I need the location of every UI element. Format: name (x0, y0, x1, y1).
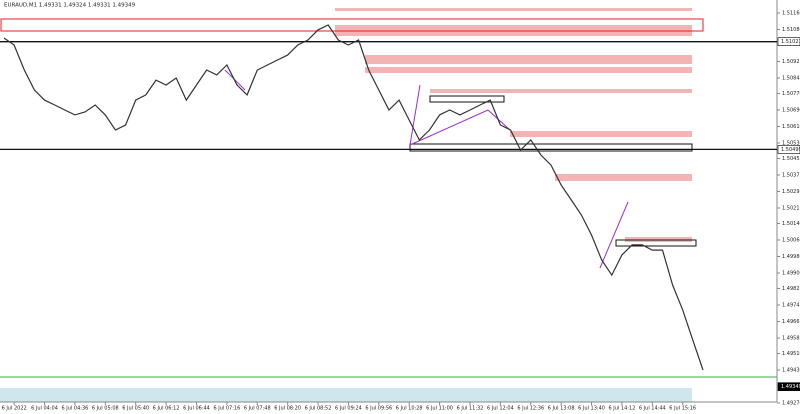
chart-title: EURAUD,M1 1.49331 1.49324 1.49331 1.4934… (4, 3, 136, 9)
y-tick-label: 1.50375 (782, 172, 800, 178)
x-tick-label: 6 Jul 05:08 (92, 406, 119, 412)
x-tick-label: 6 Jul 11:32 (457, 406, 484, 412)
trend-line (409, 84, 421, 146)
zone (0, 388, 692, 402)
x-tick-label: 6 Jul 10:28 (396, 406, 423, 412)
x-tick-label: 6 Jul 08:20 (274, 406, 301, 412)
y-tick-label: 1.49510 (782, 351, 800, 357)
box (615, 239, 697, 247)
price-line (3, 24, 704, 371)
x-tick-label: 6 Jul 08:52 (305, 406, 332, 412)
x-tick-label: 6 Jul 07:48 (244, 406, 271, 412)
y-tick-label: 1.51080 (782, 27, 800, 33)
y-tick-label: 1.50060 (782, 237, 800, 243)
boxes (409, 95, 697, 247)
x-tick-label: 6 Jul 09:56 (365, 406, 392, 412)
x-tick-label: 6 Jul 09:24 (335, 406, 362, 412)
trend-line (599, 201, 629, 269)
y-tick-label: 1.49745 (782, 302, 800, 308)
x-tick-label: 6 Jul 14:44 (639, 406, 666, 412)
price-tag (777, 37, 800, 46)
zone (430, 89, 692, 93)
y-tick-label: 1.50140 (782, 221, 800, 227)
x-tick-label: 6 Jul 13:40 (578, 406, 605, 412)
x-tick-label: 6 Jul 15:16 (669, 406, 696, 412)
y-tick-label: 1.50770 (782, 91, 800, 97)
x-tick-label: 6 Jul 05:40 (122, 406, 149, 412)
y-tick-label: 1.49430 (782, 367, 800, 373)
price-tag-label: 1.49349 (781, 384, 800, 390)
x-tick-label: 6 Jul 06:12 (153, 406, 180, 412)
zone (365, 55, 692, 64)
y-tick-label: 1.50530 (782, 141, 800, 147)
zone (335, 8, 692, 11)
x-tick-label: 6 Jul 07:16 (213, 406, 240, 412)
y-tick-label: 1.49270 (782, 401, 800, 407)
x-tick-label: 6 Jul 04:04 (31, 406, 58, 412)
x-tick-label: 6 Jul 14:12 (609, 406, 636, 412)
x-tick-label: 6 Jul 06:44 (183, 406, 210, 412)
price-tag (777, 382, 800, 391)
y-tick-label: 1.49980 (782, 254, 800, 260)
price-tag-label: 1.50499 (781, 147, 800, 153)
x-tick-label: 6 Jul 12:04 (487, 406, 514, 412)
y-tick-label: 1.49585 (782, 336, 800, 342)
x-tick-label: 6 Jul 2022 (2, 406, 27, 412)
y-tick-label: 1.49900 (782, 271, 800, 277)
y-tick-label: 1.49825 (782, 286, 800, 292)
zone (365, 67, 692, 73)
x-tick-label: 6 Jul 12:36 (517, 406, 544, 412)
x-tick-label: 6 Jul 04:36 (62, 406, 89, 412)
y-tick-label: 1.50845 (782, 76, 800, 82)
price-tag-label: 1.51021 (781, 39, 800, 45)
price-tag (777, 145, 800, 154)
x-tick-label: 6 Jul 13:08 (548, 406, 575, 412)
zone (510, 131, 692, 137)
y-tick-label: 1.50925 (782, 59, 800, 65)
x-tick-label: 6 Jul 11:00 (426, 406, 453, 412)
y-tick-label: 1.50690 (782, 107, 800, 113)
y-tick-label: 1.50215 (782, 206, 800, 212)
zone (555, 174, 692, 181)
box (429, 95, 505, 103)
zone-outline (0, 18, 704, 32)
y-tick-label: 1.50295 (782, 189, 800, 195)
trend-line (409, 109, 489, 146)
y-tick-label: 1.50455 (782, 156, 800, 162)
y-tick-label: 1.51160 (782, 11, 800, 17)
y-tick-label: 1.49665 (782, 319, 800, 325)
box (409, 143, 693, 152)
y-tick-label: 1.50610 (782, 124, 800, 130)
